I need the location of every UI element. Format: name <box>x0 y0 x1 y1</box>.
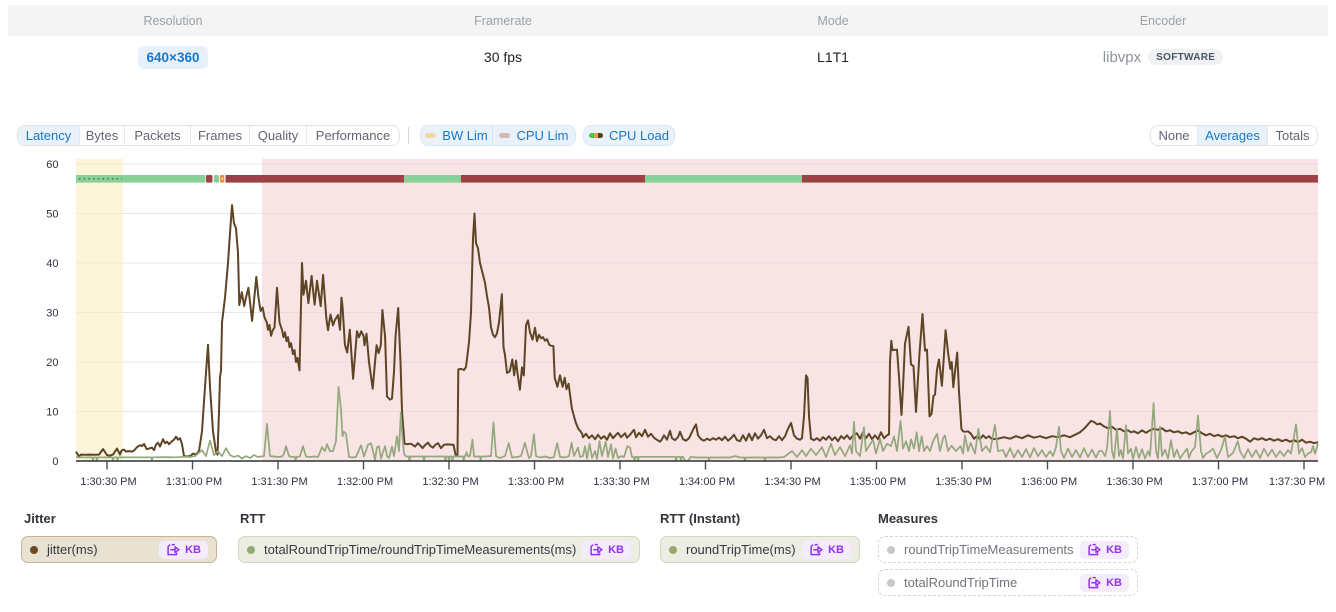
svg-text:0: 0 <box>52 456 58 468</box>
svg-text:40: 40 <box>46 258 58 270</box>
svg-text:1:31:30 PM: 1:31:30 PM <box>251 476 307 488</box>
svg-text:1:33:30 PM: 1:33:30 PM <box>593 476 649 488</box>
svg-text:1:35:00 PM: 1:35:00 PM <box>850 476 906 488</box>
svg-text:1:32:00 PM: 1:32:00 PM <box>337 476 393 488</box>
svg-text:60: 60 <box>46 159 58 171</box>
svg-text:1:37:30 PM: 1:37:30 PM <box>1269 476 1325 488</box>
svg-text:1:36:00 PM: 1:36:00 PM <box>1021 476 1077 488</box>
svg-text:20: 20 <box>46 357 58 369</box>
svg-text:1:31:00 PM: 1:31:00 PM <box>166 476 222 488</box>
svg-text:1:34:00 PM: 1:34:00 PM <box>679 476 735 488</box>
svg-text:1:32:30 PM: 1:32:30 PM <box>422 476 478 488</box>
svg-text:1:34:30 PM: 1:34:30 PM <box>764 476 820 488</box>
svg-text:10: 10 <box>46 407 58 419</box>
svg-text:1:36:30 PM: 1:36:30 PM <box>1106 476 1162 488</box>
svg-text:1:33:00 PM: 1:33:00 PM <box>508 476 564 488</box>
svg-text:1:35:30 PM: 1:35:30 PM <box>935 476 991 488</box>
svg-text:50: 50 <box>46 209 58 221</box>
svg-text:1:37:00 PM: 1:37:00 PM <box>1192 476 1248 488</box>
svg-text:30: 30 <box>46 308 58 320</box>
svg-text:1:30:30 PM: 1:30:30 PM <box>80 476 136 488</box>
